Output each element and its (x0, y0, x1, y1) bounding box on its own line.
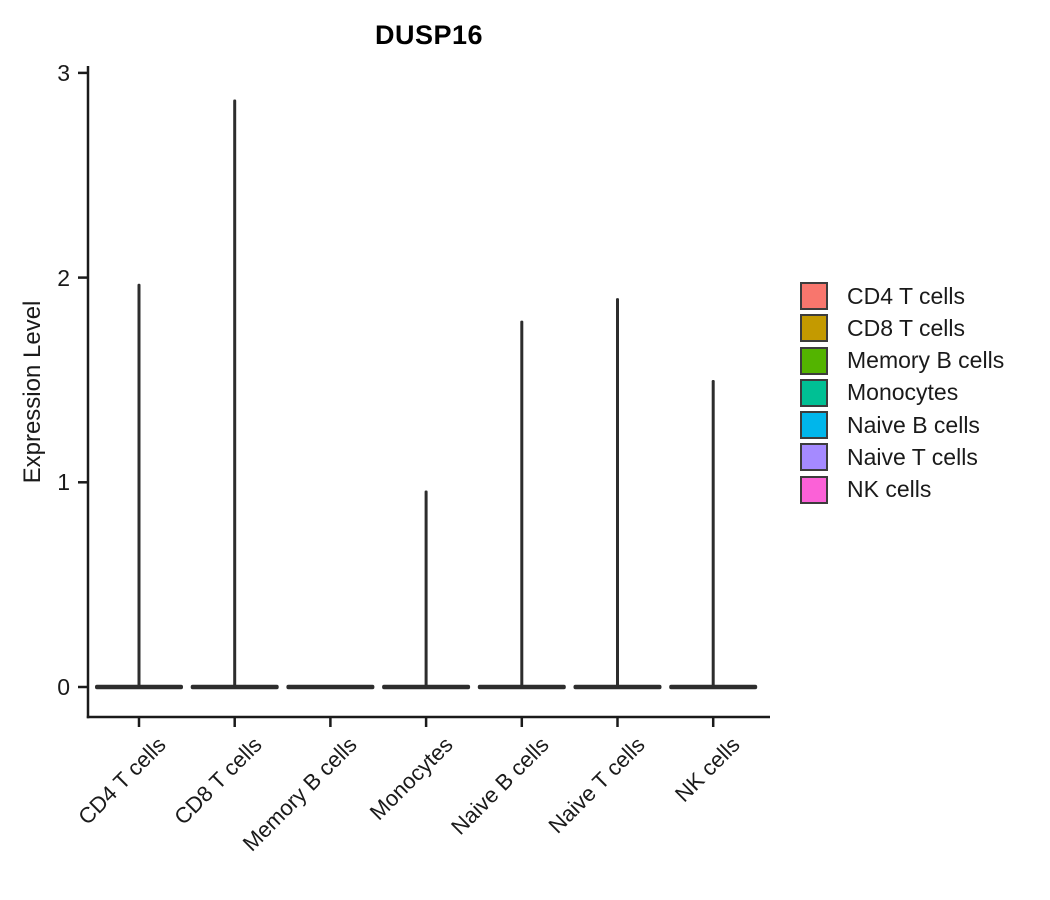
legend-item-cd8-t-cells: CD8 T cells (800, 314, 1004, 343)
violin-spike-6 (711, 379, 715, 687)
legend-item-naive-b-cells: Naive B cells (800, 411, 1004, 440)
legend-swatch-monocytes (800, 378, 828, 407)
violin-spike-4 (520, 320, 524, 687)
y-tick-label-2: 2 (57, 264, 70, 291)
violin-spike-0 (137, 283, 141, 687)
legend-swatch-naive-b-cells (800, 411, 828, 440)
legend-label-monocytes: Monocytes (847, 379, 959, 406)
violin-spike-3 (424, 490, 428, 687)
legend-label-nk-cells: NK cells (847, 476, 932, 503)
legend-label-naive-t-cells: Naive T cells (847, 443, 978, 470)
y-tick-label-0: 0 (57, 674, 70, 700)
legend-swatch-naive-t-cells (800, 443, 828, 472)
legend-item-memory-b-cells: Memory B cells (800, 346, 1005, 375)
legend-item-naive-t-cells: Naive T cells (800, 443, 1004, 472)
legend-swatch-memory-b-cells (800, 346, 828, 375)
y-tick-label-3: 3 (57, 59, 70, 86)
y-axis-title: Expression Level (19, 300, 46, 484)
legend-item-cd4-t-cells: CD4 T cells (800, 282, 1004, 310)
legend-label-cd4-t-cells: CD4 T cells (847, 282, 966, 309)
violin-spike-5 (616, 298, 619, 687)
legend-item-nk-cells: NK cells (800, 475, 1004, 504)
legend-swatch-cd8-t-cells (800, 314, 828, 343)
legend-swatch-cd4-t-cells (800, 282, 828, 310)
legend: CD4 T cells CD8 T cells Memory B cells M… (800, 282, 1004, 508)
chart-title: DUSP16 (374, 20, 484, 50)
legend-label-cd8-t-cells: CD8 T cells (847, 314, 966, 341)
legend-swatch-nk-cells (800, 475, 828, 504)
legend-label-naive-b-cells: Naive B cells (847, 411, 980, 438)
legend-item-monocytes: Monocytes (800, 378, 1004, 407)
legend-label-memory-b-cells: Memory B cells (847, 347, 1005, 374)
y-tick-label-1: 1 (57, 469, 70, 496)
violin-spike-1 (233, 99, 237, 688)
violin-base-2 (286, 684, 375, 690)
